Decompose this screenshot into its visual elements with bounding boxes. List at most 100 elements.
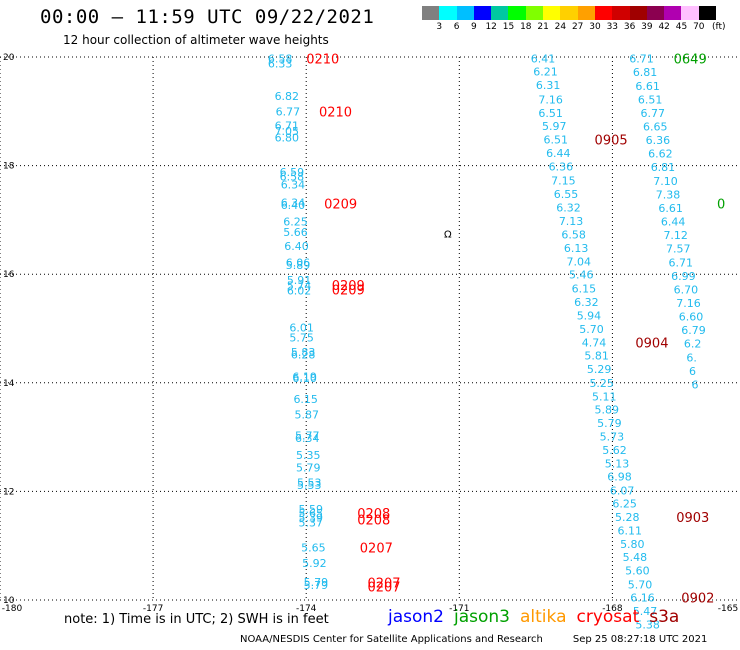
wave-height-points: 6.586.336.826.776.717.056.806.596.586.34…: [268, 53, 706, 632]
wave-height-value: 6.44: [546, 147, 571, 160]
wave-height-value: 5.77: [295, 429, 320, 442]
wave-height-value: 6.13: [564, 242, 589, 255]
wave-height-value: 6.77: [276, 105, 301, 118]
wave-height-value: 5.35: [296, 449, 321, 462]
wave-height-value: 5.46: [569, 269, 594, 282]
y-tick-label: 10: [3, 596, 15, 606]
color-scale-label: 6: [453, 22, 460, 32]
wave-height-value: 6.34: [281, 179, 306, 192]
wave-height-value: 6.19: [292, 370, 317, 383]
wave-height-value: 6.58: [561, 229, 586, 242]
wave-height-value: 5.70: [579, 323, 604, 336]
wave-height-value: 6.71: [629, 53, 654, 66]
pass-time-label: 0207: [367, 577, 400, 592]
wave-height-value: 6.40: [284, 240, 309, 253]
wave-height-value: 7.13: [559, 215, 584, 228]
wave-height-value: 5.79: [597, 417, 622, 430]
x-tick-label: -171: [449, 604, 469, 614]
wave-height-value: 6.: [686, 351, 697, 364]
color-scale-label: 12: [485, 22, 497, 32]
axis-tick-labels: -180 -177 -174 -171 -168 -165 10 12 14 16 18 20: [2, 53, 738, 614]
color-scale-label: 39: [641, 22, 653, 32]
wave-height-value: 5.48: [623, 551, 648, 564]
wave-height-value: 7.15: [551, 174, 576, 187]
wave-height-value: 6.70: [674, 283, 699, 296]
y-tick-label: 20: [3, 53, 15, 63]
color-swatch: [629, 6, 647, 20]
pass-time-label: 0208: [357, 514, 390, 529]
wave-height-value: 5.53: [297, 477, 322, 490]
wave-height-value: 6.15: [572, 282, 597, 295]
wave-height-value: 6.33: [268, 58, 293, 71]
pass-time-label: 0207: [367, 580, 400, 595]
wave-height-value: 6.55: [554, 188, 579, 201]
wave-height-value: 5.70: [628, 578, 653, 591]
satellite-legend-jason3: jason3: [454, 607, 510, 627]
x-tick-label: -165: [718, 604, 738, 614]
wave-height-value: 6.40: [281, 199, 306, 212]
color-swatch: [681, 6, 699, 20]
wave-height-value: 5.60: [625, 565, 650, 578]
color-scale-label: 3: [436, 22, 443, 32]
color-scale-label: 18: [520, 22, 532, 32]
wave-height-value: 6.81: [633, 66, 658, 79]
wave-height-value: 5.79: [304, 579, 329, 592]
wave-height-value: 6.44: [661, 216, 686, 229]
wave-height-value: 5.25: [589, 377, 614, 390]
wave-height-value: 7.10: [653, 175, 678, 188]
wave-height-value: 5.91: [287, 274, 312, 287]
wave-height-value: 5.87: [294, 408, 319, 421]
wave-height-value: 6.51: [544, 134, 569, 147]
wave-height-value: 6.07: [610, 484, 635, 497]
color-swatch: [439, 6, 457, 20]
wave-height-value: 7.57: [666, 243, 691, 256]
wave-height-value: 5.89: [595, 403, 620, 416]
color-scale-unit: (ft): [712, 22, 726, 32]
wave-height-value: 5.47: [633, 605, 658, 618]
color-scale-label: 42: [658, 22, 670, 32]
wave-height-value: 6.51: [538, 107, 563, 120]
pass-time-label: 0209: [332, 279, 365, 294]
wave-height-value: 6.58: [268, 53, 293, 66]
pass-time-label: 0210: [319, 105, 352, 120]
wave-height-value: 5.59: [299, 503, 324, 516]
wave-height-value: 7.38: [656, 188, 681, 201]
wave-height-value: 6.34: [281, 197, 306, 210]
wave-height-value: 5.92: [302, 557, 327, 570]
wave-height-value: 6: [689, 365, 696, 378]
pass-time-label: 0210: [306, 53, 339, 68]
footer: NOAA/NESDIS Center for Satellite Applica…: [240, 634, 707, 645]
wave-height-value: 7.16: [676, 297, 701, 310]
color-swatch: [473, 6, 492, 20]
wave-height-value: 5.94: [577, 309, 602, 322]
y-tick-label: 18: [3, 162, 15, 172]
wave-height-value: 6.11: [618, 524, 643, 537]
wave-height-value: 6.82: [275, 90, 300, 103]
wave-height-value: 6.62: [648, 148, 673, 161]
wave-height-value: 5.75: [289, 332, 314, 345]
wave-height-value: 6.99: [671, 270, 696, 283]
wave-height-value: 5.73: [600, 431, 625, 444]
color-swatch: [646, 6, 665, 20]
color-scale-label: 9: [471, 22, 477, 32]
wave-height-value: 5.83: [291, 346, 316, 359]
wave-height-value: 5.62: [602, 444, 627, 457]
wave-height-value: 5.28: [615, 511, 640, 524]
wave-height-value: 6.65: [643, 121, 668, 134]
wave-height-value: 6.2: [684, 338, 702, 351]
satellite-legend: jason2 jason3 altika cryosat s3a: [388, 607, 679, 627]
wave-height-value: 5.79: [304, 576, 329, 589]
wave-height-value: 6.01: [289, 321, 314, 334]
y-tick-label: 12: [3, 487, 14, 497]
x-tick-label: -168: [602, 604, 623, 614]
wave-height-value: 6.98: [607, 471, 632, 484]
color-swatch: [698, 6, 717, 20]
pass-time-label: 0903: [676, 511, 709, 526]
color-swatch: [594, 6, 613, 20]
color-scale-label: 21: [537, 22, 549, 32]
wave-height-value: 6.36: [549, 161, 574, 174]
satellite-legend-s3a: s3a: [649, 607, 680, 627]
wave-height-value: 5.81: [584, 350, 609, 363]
wave-height-value: 6.61: [635, 80, 660, 93]
wave-height-value: 6.41: [531, 53, 556, 66]
